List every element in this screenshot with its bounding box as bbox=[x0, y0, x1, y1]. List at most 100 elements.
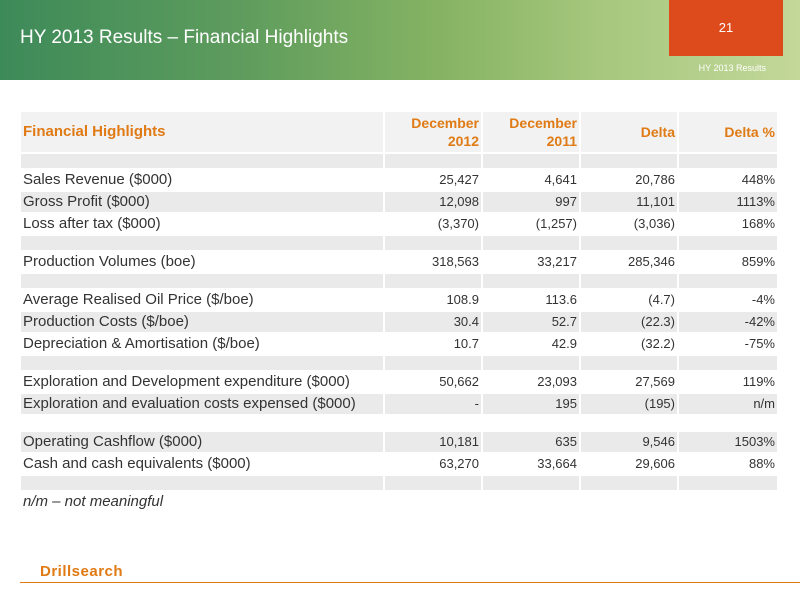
cell-value: (3,370) bbox=[385, 214, 481, 234]
cell-value: 635 bbox=[483, 432, 579, 452]
cell-value: -42% bbox=[679, 312, 777, 332]
cell-value: 33,664 bbox=[483, 454, 579, 474]
empty-cell bbox=[385, 356, 481, 370]
cell-value: 63,270 bbox=[385, 454, 481, 474]
empty-cell bbox=[21, 476, 383, 490]
empty-cell bbox=[483, 274, 579, 288]
cell-value: 29,606 bbox=[581, 454, 677, 474]
cell-value: 195 bbox=[483, 394, 579, 414]
empty-cell bbox=[385, 154, 481, 168]
empty-cell bbox=[385, 476, 481, 490]
footnote-row: n/m – not meaningful bbox=[21, 492, 777, 512]
cell-value: (1,257) bbox=[483, 214, 579, 234]
table-row: Sales Revenue ($000) 25,427 4,641 20,786 448… bbox=[21, 170, 777, 190]
column-header: Delta % bbox=[679, 112, 777, 152]
table-body: Sales Revenue ($000) 25,427 4,641 20,786 448… bbox=[21, 154, 777, 512]
empty-cell bbox=[679, 492, 777, 512]
empty-cell bbox=[483, 356, 579, 370]
cell-value: 859% bbox=[679, 252, 777, 272]
empty-cell bbox=[483, 236, 579, 250]
footnote: n/m – not meaningful bbox=[21, 492, 383, 512]
cell-value: 448% bbox=[679, 170, 777, 190]
spacer-row bbox=[21, 476, 777, 490]
table-row: Exploration and Development expenditure … bbox=[21, 372, 777, 392]
row-label: Cash and cash equivalents ($000) bbox=[21, 454, 383, 474]
row-label: Gross Profit ($000) bbox=[21, 192, 383, 212]
table-row: Cash and cash equivalents ($000) 63,270 33… bbox=[21, 454, 777, 474]
empty-cell bbox=[483, 154, 579, 168]
cell-value: 997 bbox=[483, 192, 579, 212]
empty-cell bbox=[385, 416, 481, 430]
empty-cell bbox=[581, 356, 677, 370]
table-row: Loss after tax ($000) (3,370) (1,257) (3,03… bbox=[21, 214, 777, 234]
row-label: Operating Cashflow ($000) bbox=[21, 432, 383, 452]
empty-cell bbox=[483, 492, 579, 512]
drillsearch-logo: Drillsearch bbox=[40, 563, 124, 580]
empty-cell bbox=[581, 154, 677, 168]
cell-value: (4.7) bbox=[581, 290, 677, 310]
cell-value: 1113% bbox=[679, 192, 777, 212]
cell-value: (3,036) bbox=[581, 214, 677, 234]
empty-cell bbox=[483, 416, 579, 430]
cell-value: 119% bbox=[679, 372, 777, 392]
empty-cell bbox=[385, 236, 481, 250]
cell-value: -4% bbox=[679, 290, 777, 310]
empty-cell bbox=[679, 416, 777, 430]
cell-value: n/m bbox=[679, 394, 777, 414]
empty-cell bbox=[483, 476, 579, 490]
empty-cell bbox=[581, 476, 677, 490]
row-label: Production Volumes (boe) bbox=[21, 252, 383, 272]
empty-cell bbox=[385, 274, 481, 288]
cell-value: (195) bbox=[581, 394, 677, 414]
cell-value: 4,641 bbox=[483, 170, 579, 190]
empty-cell bbox=[581, 236, 677, 250]
cell-value: (32.2) bbox=[581, 334, 677, 354]
cell-value: 20,786 bbox=[581, 170, 677, 190]
row-label: Loss after tax ($000) bbox=[21, 214, 383, 234]
column-header: December 2011 bbox=[483, 112, 579, 152]
cell-value: 113.6 bbox=[483, 290, 579, 310]
empty-cell bbox=[581, 492, 677, 512]
footer-divider bbox=[20, 582, 800, 583]
empty-cell bbox=[21, 154, 383, 168]
cell-value: 50,662 bbox=[385, 372, 481, 392]
row-label: Average Realised Oil Price ($/boe) bbox=[21, 290, 383, 310]
page-number: 21 bbox=[718, 20, 734, 35]
financial-highlights-table: Financial Highlights December 2012 Decem… bbox=[19, 110, 779, 514]
empty-cell bbox=[679, 356, 777, 370]
cell-value: - bbox=[385, 394, 481, 414]
empty-cell bbox=[679, 236, 777, 250]
cell-value: 1503% bbox=[679, 432, 777, 452]
cell-value: 88% bbox=[679, 454, 777, 474]
row-label: Sales Revenue ($000) bbox=[21, 170, 383, 190]
table-row: Production Volumes (boe) 318,563 33,217 285… bbox=[21, 252, 777, 272]
spacer-row bbox=[21, 416, 777, 430]
cell-value: 25,427 bbox=[385, 170, 481, 190]
table-row: Exploration and evaluation costs expense… bbox=[21, 394, 777, 414]
cell-value: 318,563 bbox=[385, 252, 481, 272]
cell-value: 10.7 bbox=[385, 334, 481, 354]
cell-value: 27,569 bbox=[581, 372, 677, 392]
header-banner bbox=[0, 0, 800, 80]
spacer-row bbox=[21, 236, 777, 250]
column-header: Delta bbox=[581, 112, 677, 152]
spacer-row bbox=[21, 274, 777, 288]
table-row: Production Costs ($/boe) 30.4 52.7 (22.3) -4… bbox=[21, 312, 777, 332]
cell-value: 10,181 bbox=[385, 432, 481, 452]
slide-subtitle: HY 2013 Results bbox=[698, 63, 766, 73]
table-header-row: Financial Highlights December 2012 Decem… bbox=[21, 112, 777, 152]
row-label: Depreciation & Amortisation ($/boe) bbox=[21, 334, 383, 354]
cell-value: -75% bbox=[679, 334, 777, 354]
cell-value: 168% bbox=[679, 214, 777, 234]
cell-value: 23,093 bbox=[483, 372, 579, 392]
cell-value: 42.9 bbox=[483, 334, 579, 354]
row-label: Production Costs ($/boe) bbox=[21, 312, 383, 332]
empty-cell bbox=[21, 416, 383, 430]
cell-value: 12,098 bbox=[385, 192, 481, 212]
page-title: HY 2013 Results – Financial Highlights bbox=[20, 27, 349, 48]
empty-cell bbox=[21, 274, 383, 288]
spacer-row bbox=[21, 154, 777, 168]
spacer-row bbox=[21, 356, 777, 370]
cell-value: 30.4 bbox=[385, 312, 481, 332]
table-row: Gross Profit ($000) 12,098 997 11,101 1113% bbox=[21, 192, 777, 212]
